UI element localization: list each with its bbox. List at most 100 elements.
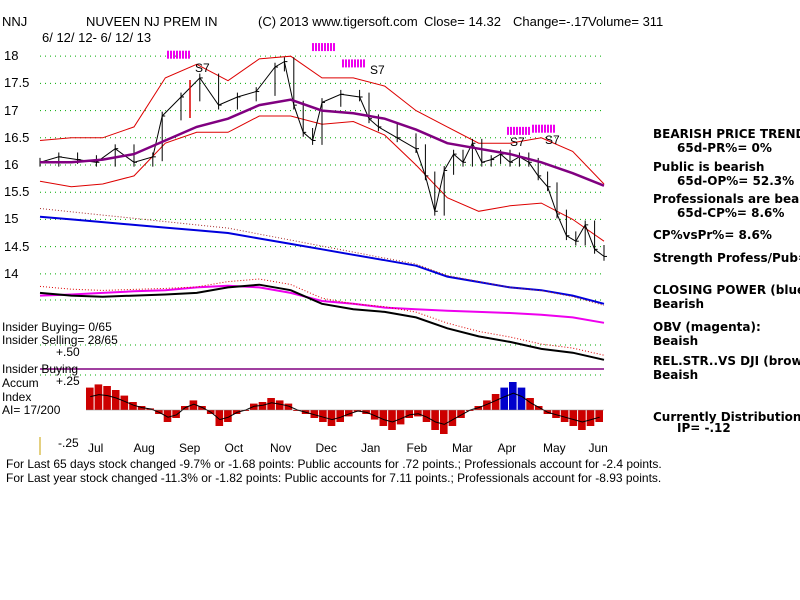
accum-bar [578,410,586,430]
accum-bar [569,410,578,426]
sell-signal-label: S7 [195,61,210,75]
accum-bar [595,410,603,422]
accum-bar [526,398,534,410]
accum-bar [267,398,275,410]
accum-bar [275,400,284,410]
insider-buying-count: Insider Buying= 0/65 [2,320,112,334]
accum-bar [232,410,241,414]
trend-title: BEARISH PRICE TREND [653,127,800,141]
accum-bar [422,410,431,422]
accum-bar [103,386,111,410]
obv-line [39,284,605,324]
rs-line [39,283,605,361]
accum-bar [388,410,396,430]
accum-bar [500,387,508,410]
obv-label: OBV (magenta): [653,320,761,334]
sell-signal-label: S7 [370,63,385,77]
minus25-label: -.25 [58,436,79,450]
ticker: NNJ [2,14,28,29]
change-value: Change=-.17 [513,14,589,29]
accum-bar [111,390,120,410]
accum-bar [414,410,422,417]
ip-value: IP= -.12 [677,421,731,435]
y-tick-label: 14 [4,265,19,281]
accum-bar [586,410,595,426]
public-status: Public is bearish [653,160,765,174]
accum-bar [457,410,465,418]
month-label: Oct [225,441,244,455]
month-label: Feb [407,441,428,455]
month-label: Sep [179,441,201,455]
month-label: May [543,441,566,455]
accum-bar [189,400,198,410]
y-tick-label: 17 [4,102,19,118]
accum-bar [172,410,180,418]
distribution-status: Currently Distribution [653,410,800,424]
ai-label: AI= 17/200 [2,403,61,417]
volume-value: Volume= 311 [588,14,664,29]
month-label: Nov [270,441,291,455]
accum-bar [86,387,94,410]
relstr-status: Beaish [653,368,699,382]
accum-bar [198,406,206,410]
footer-line-1: For Last 65 days stock changed -9.7% or … [6,457,662,471]
upper-band-line [39,55,605,185]
accum-bar [491,394,500,410]
footer-line-2: For Last year stock changed -11.3% or -1… [6,471,662,485]
accum-bar [483,400,491,410]
obv-status: Beaish [653,334,699,348]
closing-power-label: CLOSING POWER (blue): [653,283,800,297]
price-line [39,60,605,257]
accum-bar [370,410,379,420]
accum-bar [319,410,327,422]
month-label: Jul [88,441,103,455]
accum-bar [163,410,172,422]
cpvspr-value: CP%vsPr%= 8.6% [653,228,772,242]
y-tick-label: 18 [4,48,19,64]
accum-bar [215,410,224,426]
insider-selling-count: Insider Selling= 28/65 [2,333,118,347]
closing-power-line [39,215,605,305]
accum-bar [560,410,569,422]
accum-bar [137,406,146,410]
sell-signal-label: S7 [510,135,525,149]
accum-bar [336,410,344,422]
pr-value: 65d-PR%= 0% [677,141,772,155]
month-label: Jun [589,441,608,455]
op-value: 65d-OP%= 52.3% [677,174,795,188]
index-label: Index [2,390,32,404]
pros-status: Professionals are bearish [653,192,800,206]
y-tick-label: 15 [4,211,19,227]
plus25-label: +.25 [56,374,80,388]
date-range: 6/ 12/ 12- 6/ 12/ 13 [42,30,152,45]
accum-bar [293,410,301,411]
y-tick-label: 16.5 [4,129,30,145]
sell-signal-label: S7 [545,133,560,147]
insider-buying-line-label: Insider Buying [2,362,79,376]
copyright: (C) 2013 www.tigersoft.com [258,14,418,29]
accum-bar [327,410,336,426]
accum-bar [379,410,388,426]
accum-bar [552,410,560,418]
close-value: Close= 14.32 [424,14,501,29]
cp-value: 65d-CP%= 8.6% [677,206,785,220]
relstr-label: REL.STR..VS DJI (brown) [653,354,800,368]
month-label: Mar [452,441,473,455]
accum-bar [396,410,405,425]
accum-bar [440,410,448,434]
accum-bar [509,382,517,410]
accum-smoothed-line [90,392,600,425]
purple-moving-average [40,98,605,187]
month-label: Jan [361,441,380,455]
y-tick-label: 15.5 [4,184,30,200]
accum-bar [448,410,457,426]
month-label: Dec [316,441,337,455]
plus50-label: +.50 [56,345,80,359]
accum-bar [517,387,526,410]
month-label: Aug [134,441,155,455]
accum-bar [534,406,543,410]
accum-bar [345,410,353,417]
accum-bar [224,410,232,422]
y-tick-label: 16 [4,157,19,172]
